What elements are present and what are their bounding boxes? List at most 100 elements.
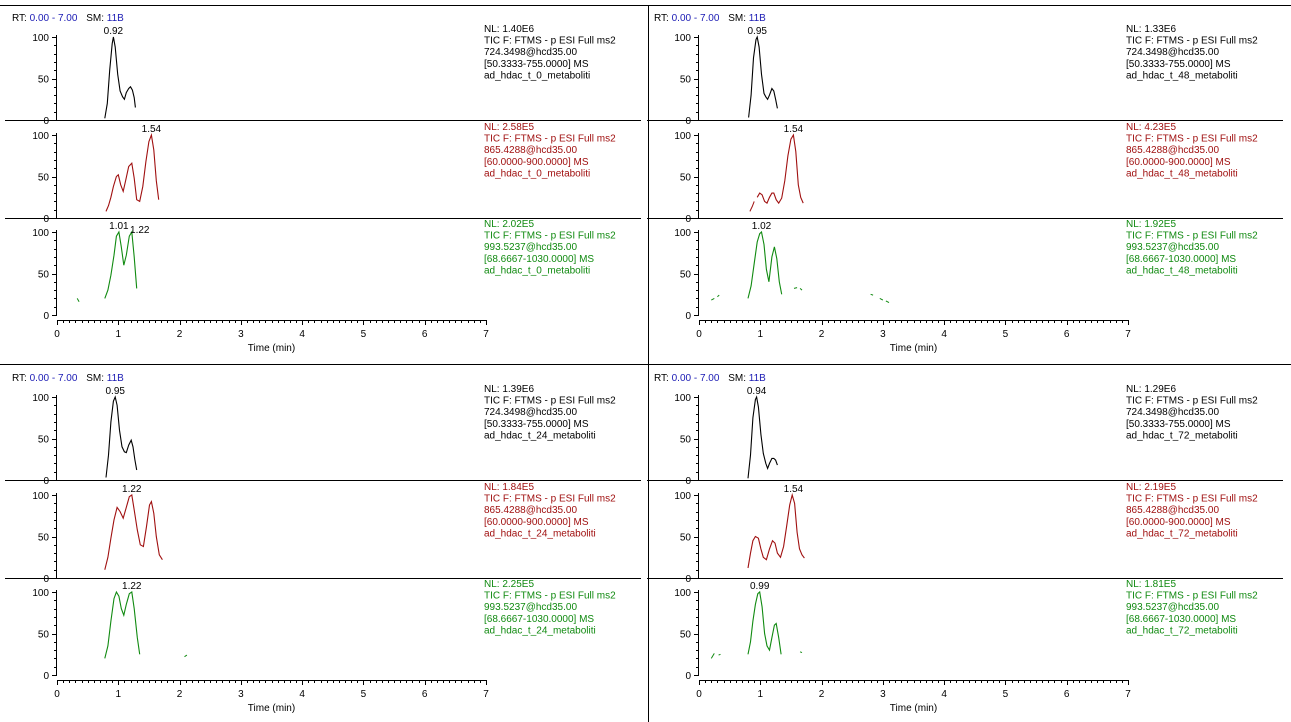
trace-info-line: [60.0000-900.0000] MS (484, 517, 589, 528)
trace-fragment-green (76, 298, 80, 302)
trace-info-line: 724.3498@hcd35.00 (484, 47, 577, 58)
trace-info-line: NL: 4.23E5 (1126, 122, 1176, 133)
trace-info-line: [68.6667-1030.0000] MS (484, 614, 594, 625)
y-tick-label: 0 (43, 574, 49, 585)
x-tick-label: 6 (1064, 329, 1070, 340)
y-tick-label: 50 (680, 270, 692, 281)
y-tick-label: 50 (38, 630, 50, 641)
sm-value: 11B (746, 13, 766, 24)
trace-info-line: ad_hdac_t_0_metaboliti (484, 265, 590, 276)
x-tick-label: 1 (758, 689, 764, 700)
x-tick-label: 6 (422, 689, 428, 700)
trace-info-line: ad_hdac_t_72_metaboliti (1126, 430, 1238, 441)
x-tick-label: 1 (116, 689, 122, 700)
y-tick-label: 100 (32, 131, 49, 142)
trace-info-line: ad_hdac_t_24_metaboliti (484, 430, 596, 441)
sm-value: 11B (746, 373, 766, 384)
y-tick-label: 50 (38, 270, 50, 281)
x-tick-label: 3 (880, 329, 886, 340)
x-axis-label: Time (min) (248, 703, 295, 714)
rt-label: RT: (12, 13, 27, 24)
trace-line-green (747, 590, 782, 655)
x-tick-label: 5 (1003, 689, 1009, 700)
y-tick-label: 0 (685, 476, 691, 487)
rt-label: RT: (12, 373, 27, 384)
peak-label: 1.22 (122, 581, 142, 592)
sm-value: 11B (104, 13, 124, 24)
trace-info-line: ad_hdac_t_24_metaboliti (484, 625, 596, 636)
trace-info-line: [50.3333-755.0000] MS (484, 419, 589, 430)
x-tick-label: 0 (696, 689, 702, 700)
sm-label: SM: (83, 373, 104, 384)
x-tick-label: 0 (54, 329, 60, 340)
rt-label: RT: (654, 373, 669, 384)
x-tick-label: 3 (238, 689, 244, 700)
x-axis-label: Time (min) (248, 343, 295, 354)
x-tick-label: 2 (177, 329, 183, 340)
x-tick-label: 0 (696, 329, 702, 340)
chromatogram-panel-1: RT: 0.00 - 7.00 SM: 11B 0 1 2 3 4 5 6 7 Time (min… (5, 13, 641, 354)
trace-info-line: ad_hdac_t_24_metaboliti (484, 528, 596, 539)
trace-info-line: TIC F: FTMS - p ESI Full ms2 (1126, 591, 1258, 602)
peak-label: 1.54 (784, 124, 804, 135)
x-tick-label: 6 (1064, 689, 1070, 700)
trace-fragment-green (717, 294, 720, 298)
trace-fragment-green (184, 654, 188, 658)
trace-line-black (104, 36, 136, 119)
x-tick-label: 2 (177, 689, 183, 700)
x-tick-label: 1 (116, 329, 122, 340)
trace-fragment-green (799, 651, 803, 654)
y-tick-label: 50 (38, 173, 50, 184)
trace-info-line: TIC F: FTMS - p ESI Full ms2 (1126, 36, 1258, 47)
y-tick-label: 100 (32, 393, 49, 404)
peak-label: 0.99 (750, 581, 770, 592)
trace-info-line: NL: 1.39E6 (484, 384, 534, 395)
y-tick-label: 50 (38, 533, 50, 544)
sm-value: 11B (104, 373, 124, 384)
y-tick-label: 50 (680, 630, 692, 641)
peak-label: 0.92 (104, 26, 124, 37)
x-tick-label: 2 (819, 329, 825, 340)
rt-range: 0.00 - 7.00 (669, 373, 720, 384)
trace-info-line: NL: 2.58E5 (484, 122, 534, 133)
trace-info-line: 993.5237@hcd35.00 (1126, 242, 1219, 253)
trace-info-line: [50.3333-755.0000] MS (1126, 59, 1231, 70)
trace-info-line: TIC F: FTMS - p ESI Full ms2 (484, 231, 616, 242)
peak-label: 0.94 (747, 386, 767, 397)
y-tick-label: 0 (43, 671, 49, 682)
peak-label: 1.02 (752, 221, 772, 232)
trace-info-line: TIC F: FTMS - p ESI Full ms2 (484, 36, 616, 47)
chromatogram-panel-4: RT: 0.00 - 7.00 SM: 11B 0 1 2 3 4 5 6 7 Time (min… (647, 373, 1283, 714)
trace-fragment-green (718, 653, 721, 656)
x-tick-label: 4 (299, 329, 305, 340)
trace-info-line: ad_hdac_t_0_metaboliti (484, 168, 590, 179)
trace-info-line: NL: 1.40E6 (484, 24, 534, 35)
trace-fragment-green (799, 288, 803, 291)
x-tick-label: 7 (483, 329, 489, 340)
trace-line-green (104, 230, 138, 299)
trace-fragment-green (870, 293, 874, 296)
y-tick-label: 50 (680, 435, 692, 446)
peak-label: 0.95 (105, 386, 125, 397)
rt-label: RT: (654, 13, 669, 24)
trace-line-red (747, 492, 805, 569)
trace-info-line: NL: 2.02E5 (484, 219, 534, 230)
x-tick-label: 3 (880, 689, 886, 700)
trace-info-line: 865.4288@hcd35.00 (484, 505, 577, 516)
trace-fragment-green (879, 297, 884, 301)
y-tick-label: 0 (43, 476, 49, 487)
trace-info-line: [60.0000-900.0000] MS (1126, 157, 1231, 168)
x-tick-label: 7 (1125, 689, 1131, 700)
trace-info-line: TIC F: FTMS - p ESI Full ms2 (484, 134, 616, 145)
trace-info-line: NL: 1.84E5 (484, 482, 534, 493)
trace-info-line: NL: 2.25E5 (484, 579, 534, 590)
x-axis-label: Time (min) (890, 703, 937, 714)
y-tick-label: 50 (680, 75, 692, 86)
trace-info-line: 865.4288@hcd35.00 (1126, 505, 1219, 516)
trace-info-line: 724.3498@hcd35.00 (484, 407, 577, 418)
trace-info-line: NL: 2.19E5 (1126, 482, 1176, 493)
trace-info-line: 993.5237@hcd35.00 (1126, 602, 1219, 613)
y-tick-label: 0 (685, 116, 691, 127)
